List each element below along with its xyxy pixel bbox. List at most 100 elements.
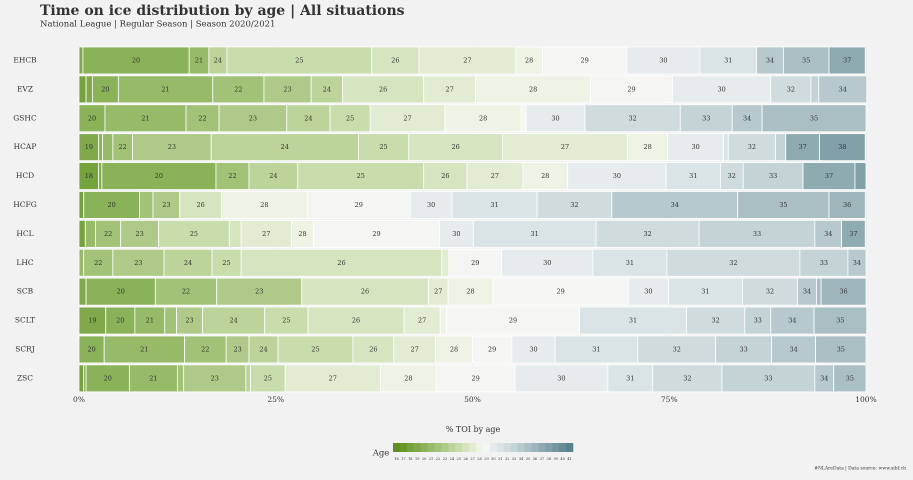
legend-swatch — [448, 443, 456, 452]
bar-segment — [799, 248, 849, 277]
bar-segment — [699, 46, 758, 75]
segment-label: 24 — [323, 85, 331, 93]
legend-label: 35 — [526, 457, 530, 461]
segment-label: 36 — [843, 201, 851, 209]
segment-label: 24 — [230, 317, 238, 325]
segment-label: 35 — [837, 345, 845, 353]
y-tick-label: SCB — [17, 287, 34, 296]
segment-label: 24 — [184, 259, 192, 267]
segment-label: 24 — [281, 143, 289, 151]
bar-segment — [352, 335, 395, 364]
bar-segment — [91, 75, 119, 104]
bar-segment — [744, 306, 772, 335]
segment-label: 34 — [853, 259, 861, 267]
segment-label: 34 — [788, 317, 796, 325]
bar-segment — [813, 306, 868, 335]
bar-segment — [423, 162, 468, 190]
segment-label: 33 — [820, 259, 828, 267]
bar-segment — [78, 248, 85, 277]
segment-label: 23 — [211, 374, 219, 382]
y-tick-label: HCD — [16, 171, 34, 180]
x-tick-label: 75% — [661, 395, 678, 404]
bar-segment — [771, 335, 817, 364]
segment-label: 32 — [570, 201, 578, 209]
bar-segment — [637, 335, 717, 364]
segment-label: 20 — [155, 172, 163, 180]
bar-segment — [105, 306, 136, 335]
bar-segment — [250, 364, 286, 393]
segment-label: 31 — [531, 230, 539, 238]
bar-segment — [98, 162, 103, 190]
bar-segment — [525, 104, 586, 133]
legend-swatch — [441, 443, 449, 452]
bar-segment — [215, 162, 250, 190]
bar-segment — [847, 248, 867, 277]
bar-segment — [810, 75, 820, 104]
bar-segment — [542, 46, 628, 75]
segment-label: 29 — [472, 374, 480, 382]
segment-label: 37 — [843, 56, 851, 64]
segment-label: 27 — [262, 230, 270, 238]
segment-label: 28 — [450, 345, 458, 353]
segment-label: 21 — [149, 374, 157, 382]
segment-label: 30 — [557, 374, 565, 382]
bar-segment — [679, 104, 733, 133]
bar-segment — [723, 133, 729, 162]
segment-label: 34 — [671, 201, 679, 209]
bar-segment — [815, 335, 867, 364]
bar-segment — [665, 162, 721, 190]
segment-label: 24 — [214, 56, 222, 64]
segment-label: 20 — [104, 374, 112, 382]
legend-title: Age — [372, 449, 390, 459]
legend-swatch — [545, 443, 553, 452]
bar-segment — [176, 364, 185, 393]
bar-segment — [179, 191, 222, 219]
bar-segment — [176, 306, 203, 335]
bar-segment — [742, 277, 798, 306]
bar-segment — [98, 133, 104, 162]
segment-label: 25 — [295, 56, 303, 64]
segment-label: 25 — [311, 345, 319, 353]
legend-label: 38 — [547, 457, 551, 461]
segment-label: 37 — [825, 172, 833, 180]
bar-segment — [85, 364, 130, 393]
bar-segment — [82, 46, 190, 75]
bar-segment — [686, 306, 746, 335]
bar-segment — [277, 335, 354, 364]
segment-label: 25 — [357, 172, 365, 180]
segment-label: 30 — [427, 201, 435, 209]
segment-label: 30 — [691, 143, 699, 151]
bar-segment — [221, 191, 308, 219]
segment-label: 31 — [490, 201, 498, 209]
legend-label: 32 — [505, 457, 509, 461]
bar-segment — [828, 191, 866, 219]
bar-segment — [451, 191, 538, 219]
bar-segment — [611, 191, 739, 219]
y-tick-label: ZSC — [17, 373, 33, 382]
bar-segment — [584, 104, 681, 133]
bar-segment — [240, 219, 292, 248]
legend-label: 33 — [512, 457, 516, 461]
chart-title: Time on ice distribution by age | All si… — [40, 3, 405, 19]
bar-segment — [579, 306, 687, 335]
segment-label: 21 — [195, 56, 203, 64]
legend-label: 18 — [408, 457, 412, 461]
legend-label: 28 — [477, 457, 481, 461]
legend-swatch — [538, 443, 546, 452]
bar-segment — [742, 162, 804, 190]
bar-segment — [727, 133, 776, 162]
segment-label: 29 — [488, 345, 496, 353]
bar-segment — [818, 75, 868, 104]
legend-swatch — [524, 443, 532, 452]
segment-label: 23 — [249, 114, 257, 122]
segment-label: 28 — [466, 288, 474, 296]
bar-segment — [522, 162, 569, 190]
segment-label: 23 — [233, 345, 241, 353]
segment-label: 29 — [471, 259, 479, 267]
segment-label: 32 — [629, 114, 637, 122]
segment-label: 34 — [766, 56, 774, 64]
legend-label: 21 — [429, 457, 433, 461]
legend-label: 16 — [394, 457, 398, 461]
bar-segment — [78, 219, 86, 248]
